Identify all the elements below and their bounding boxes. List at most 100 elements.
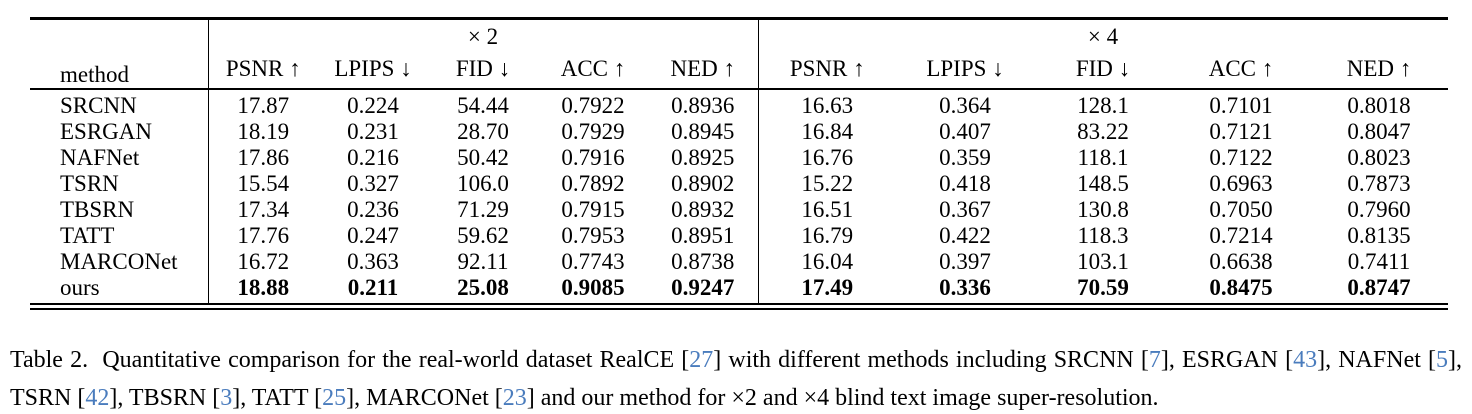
value-cell: 0.7892: [561, 171, 625, 196]
header-spacer: [648, 18, 759, 50]
value-cell: 128.1: [1077, 93, 1129, 118]
value-cell: 0.7922: [561, 93, 625, 118]
value-cell: 0.7916: [561, 145, 625, 170]
table-row: MARCONet 16.72 0.363 92.11 0.7743 0.8738 16.04…: [30, 249, 1448, 275]
citation-link[interactable]: 5: [1436, 347, 1448, 373]
value-cell: 0.407: [939, 119, 991, 144]
method-cell: MARCONet: [30, 249, 209, 275]
method-cell: NAFNet: [30, 145, 209, 171]
value-cell: 0.364: [939, 93, 991, 118]
table-row: TBSRN 17.34 0.236 71.29 0.7915 0.8932 16.51 0.3…: [30, 197, 1448, 223]
value-cell: 16.79: [801, 223, 854, 248]
value-cell: 0.8902: [648, 171, 759, 197]
value-cell: 0.8023: [1347, 145, 1411, 170]
method-cell: ours: [30, 275, 209, 307]
header-group-row: method × 2 × 4: [30, 18, 1448, 90]
column-header-lpips-x2: LPIPS ↓: [318, 50, 428, 90]
value-cell: 0.7873: [1347, 171, 1411, 196]
citation-link[interactable]: 3: [220, 384, 233, 411]
value-cell: 0.224: [347, 93, 399, 118]
citation-link[interactable]: 43: [1293, 347, 1318, 373]
value-cell: 17.76: [237, 223, 290, 248]
value-cell: 0.211: [347, 275, 399, 300]
value-cell: 18.88: [237, 275, 290, 300]
value-cell: 0.216: [347, 145, 399, 170]
value-cell: 0.8945: [648, 119, 759, 145]
citation-link[interactable]: 27: [689, 347, 714, 373]
column-header-method: method: [30, 18, 209, 90]
value-cell: 0.9247: [648, 275, 759, 307]
value-cell: 17.86: [237, 145, 290, 170]
value-cell: 17.49: [801, 275, 854, 300]
value-cell: 0.418: [939, 171, 991, 196]
value-cell: 0.8932: [648, 197, 759, 223]
value-cell: 0.7411: [1347, 249, 1411, 274]
value-cell: 0.367: [939, 197, 991, 222]
value-cell: 0.359: [939, 145, 991, 170]
table-row: TSRN 15.54 0.327 106.0 0.7892 0.8902 15.22 0.41…: [30, 171, 1448, 197]
header-spacer: [758, 19, 896, 51]
header-spacer: [318, 19, 428, 51]
value-cell: 15.54: [237, 171, 290, 196]
value-cell: 0.7953: [561, 223, 625, 248]
value-cell: 0.231: [347, 119, 399, 144]
header-metrics-row: PSNR ↑ LPIPS ↓ FID ↓ ACC ↑ NED ↑ PSNR ↑ …: [30, 50, 1448, 90]
table-caption: Table 2. Quantitative comparison for the…: [10, 347, 1462, 411]
value-cell: 118.1: [1077, 145, 1129, 170]
value-cell: 0.8135: [1347, 223, 1411, 248]
citation-link[interactable]: 42: [85, 384, 110, 411]
value-cell: 16.51: [801, 197, 854, 222]
citation-link[interactable]: 25: [322, 384, 347, 411]
value-cell: 54.44: [457, 93, 509, 118]
column-header-acc-x2: ACC ↑: [538, 50, 648, 90]
value-cell: 118.3: [1077, 223, 1129, 248]
column-header-acc-x4: ACC ↑: [1172, 50, 1310, 90]
value-cell: 70.59: [1077, 275, 1129, 300]
citation-link[interactable]: 23: [502, 384, 527, 411]
value-cell: 0.422: [939, 223, 991, 248]
value-cell: 0.6638: [1209, 249, 1273, 274]
value-cell: 0.7122: [1209, 145, 1273, 170]
value-cell: 83.22: [1077, 119, 1129, 144]
table-row: SRCNN 17.87 0.224 54.44 0.7922 0.8936 16.63 0.3…: [30, 89, 1448, 119]
value-cell: 16.84: [801, 119, 854, 144]
value-cell: 0.7101: [1209, 93, 1273, 118]
value-cell: 17.34: [237, 197, 290, 222]
value-cell: 0.7121: [1209, 119, 1273, 144]
value-cell: 0.8936: [648, 89, 759, 119]
value-cell: 0.8018: [1347, 93, 1411, 118]
column-header-lpips-x4: LPIPS ↓: [896, 50, 1034, 90]
value-cell: 16.63: [801, 93, 854, 118]
value-cell: 0.8047: [1347, 119, 1411, 144]
column-header-ned-x4: NED ↑: [1310, 50, 1448, 90]
column-header-psnr-x4: PSNR ↑: [758, 50, 896, 90]
value-cell: 106.0: [457, 171, 509, 196]
citation-link[interactable]: 7: [1148, 347, 1161, 373]
value-cell: 130.8: [1077, 197, 1129, 222]
table-body: SRCNN 17.87 0.224 54.44 0.7922 0.8936 16.63 0.3…: [30, 89, 1448, 307]
value-cell: 0.397: [939, 249, 991, 274]
column-header-psnr-x2: PSNR ↑: [208, 50, 318, 90]
value-cell: 0.7915: [561, 197, 625, 222]
value-cell: 15.22: [801, 171, 854, 196]
value-cell: 0.8951: [648, 223, 759, 249]
column-header-fid-x4: FID ↓: [1034, 50, 1172, 90]
value-cell: 0.7743: [561, 249, 625, 274]
header-spacer: [1172, 19, 1310, 51]
value-cell: 0.247: [347, 223, 399, 248]
value-cell: 0.8738: [648, 249, 759, 275]
value-cell: 59.62: [457, 223, 509, 248]
value-cell: 0.7960: [1347, 197, 1411, 222]
scale-x2-label: × 2: [467, 24, 499, 49]
method-cell: TATT: [30, 223, 209, 249]
table-header: method × 2 × 4 PSNR ↑ LPIPS ↓ FID ↓ ACC …: [30, 18, 1448, 90]
method-cell: TSRN: [30, 171, 209, 197]
value-cell: 18.19: [237, 119, 290, 144]
value-cell: 0.8475: [1209, 275, 1273, 300]
value-cell: 92.11: [457, 249, 509, 274]
value-cell: 0.327: [347, 171, 399, 196]
value-cell: 0.363: [347, 249, 399, 274]
header-spacer: [1310, 19, 1448, 51]
header-spacer: [538, 19, 648, 51]
value-cell: 0.7050: [1209, 197, 1273, 222]
